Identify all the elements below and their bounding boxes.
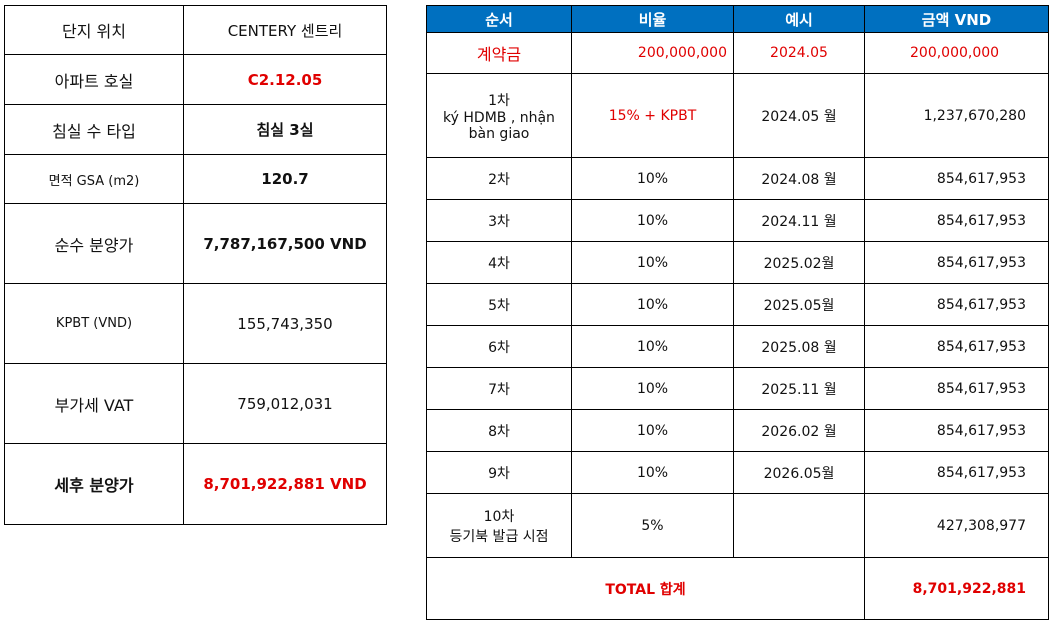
installment-order: 8차 bbox=[426, 409, 572, 452]
table-row: 아파트 호실 C2.12.05 bbox=[4, 54, 387, 105]
installment-expected: 2024.11 월 bbox=[733, 199, 865, 242]
installment-order: 5차 bbox=[426, 283, 572, 326]
deposit-label: 계약금 bbox=[426, 32, 572, 74]
table-row: KPBT (VND) 155,743,350 bbox=[4, 283, 387, 364]
table-row: 1차 ký HDMB , nhận bàn giao 15% + KPBT 20… bbox=[426, 73, 1049, 158]
header-order: 순서 bbox=[426, 5, 572, 33]
installment-order: 7차 bbox=[426, 367, 572, 410]
kpbt-value: 155,743,350 bbox=[183, 283, 387, 364]
complex-location-label: 단지 위치 bbox=[4, 5, 184, 55]
area-value: 120.7 bbox=[183, 154, 387, 204]
installment-amount: 854,617,953 bbox=[864, 409, 1049, 452]
installment-order: 1차 ký HDMB , nhận bàn giao bbox=[426, 73, 572, 158]
vat-label: 부가세 VAT bbox=[4, 363, 184, 444]
installment-expected: 2024.08 월 bbox=[733, 157, 865, 200]
deposit-ratio: 200,000,000 bbox=[571, 32, 734, 74]
property-info-table: 단지 위치 CENTERY 센트리 아파트 호실 C2.12.05 침실 수 타… bbox=[4, 5, 387, 525]
net-price-label: 순수 분양가 bbox=[4, 203, 184, 284]
installment-amount: 854,617,953 bbox=[864, 199, 1049, 242]
table-row: 단지 위치 CENTERY 센트리 bbox=[4, 5, 387, 55]
table-row: 7차 10% 2025.11 월 854,617,953 bbox=[426, 367, 1049, 410]
installment-expected: 2025.11 월 bbox=[733, 367, 865, 410]
installment-ratio: 10% bbox=[571, 157, 734, 200]
deposit-expected: 2024.05 bbox=[733, 32, 865, 74]
installment-amount: 854,617,953 bbox=[864, 451, 1049, 494]
installment-ratio: 10% bbox=[571, 409, 734, 452]
total-label: TOTAL 합계 bbox=[426, 557, 865, 620]
installment-ratio: 10% bbox=[571, 451, 734, 494]
installment-expected: 2026.05월 bbox=[733, 451, 865, 494]
installment-expected: 2024.05 월 bbox=[733, 73, 865, 158]
installment-ratio: 10% bbox=[571, 199, 734, 242]
complex-location-value: CENTERY 센트리 bbox=[183, 5, 387, 55]
net-price-value: 7,787,167,500 VND bbox=[183, 203, 387, 284]
installment-note: ký HDMB , nhận bbox=[443, 109, 555, 126]
table-row: 순수 분양가 7,787,167,500 VND bbox=[4, 203, 387, 284]
table-row: 6차 10% 2025.08 월 854,617,953 bbox=[426, 325, 1049, 368]
area-label: 면적 GSA (m2) bbox=[4, 154, 184, 204]
total-amount: 8,701,922,881 bbox=[864, 557, 1049, 620]
table-row: 5차 10% 2025.05월 854,617,953 bbox=[426, 283, 1049, 326]
installment-ratio: 10% bbox=[571, 367, 734, 410]
installment-ratio: 10% bbox=[571, 241, 734, 284]
installment-ratio: 15% + KPBT bbox=[571, 73, 734, 158]
installment-expected: 2025.08 월 bbox=[733, 325, 865, 368]
total-row: TOTAL 합계 8,701,922,881 bbox=[426, 557, 1049, 620]
after-tax-price-value: 8,701,922,881 VND bbox=[183, 443, 387, 525]
installment-amount: 854,617,953 bbox=[864, 241, 1049, 284]
bedroom-type-value: 침실 3실 bbox=[183, 104, 387, 155]
header-expected: 예시 bbox=[733, 5, 865, 33]
apartment-unit-label: 아파트 호실 bbox=[4, 54, 184, 105]
installment-amount: 854,617,953 bbox=[864, 325, 1049, 368]
installment-order: 3차 bbox=[426, 199, 572, 242]
table-row: 침실 수 타입 침실 3실 bbox=[4, 104, 387, 155]
deposit-row: 계약금 200,000,000 2024.05 200,000,000 bbox=[426, 32, 1049, 74]
installment-expected: 2026.02 월 bbox=[733, 409, 865, 452]
installment-number: 1차 bbox=[488, 92, 510, 109]
installment-ratio: 5% bbox=[571, 493, 734, 558]
installment-number: 10차 bbox=[483, 508, 515, 525]
header-ratio: 비율 bbox=[571, 5, 734, 33]
table-row: 세후 분양가 8,701,922,881 VND bbox=[4, 443, 387, 525]
installment-amount: 854,617,953 bbox=[864, 283, 1049, 326]
installment-expected: 2025.02월 bbox=[733, 241, 865, 284]
table-row: 면적 GSA (m2) 120.7 bbox=[4, 154, 387, 204]
bedroom-type-label: 침실 수 타입 bbox=[4, 104, 184, 155]
installment-ratio: 10% bbox=[571, 283, 734, 326]
installment-order: 6차 bbox=[426, 325, 572, 368]
kpbt-label: KPBT (VND) bbox=[4, 283, 184, 364]
table-row: 부가세 VAT 759,012,031 bbox=[4, 363, 387, 444]
installment-order: 4차 bbox=[426, 241, 572, 284]
table-row: 3차 10% 2024.11 월 854,617,953 bbox=[426, 199, 1049, 242]
table-row: 8차 10% 2026.02 월 854,617,953 bbox=[426, 409, 1049, 452]
payment-schedule-table: 순서 비율 예시 금액 VND 계약금 200,000,000 2024.05 … bbox=[426, 5, 1049, 620]
header-amount: 금액 VND bbox=[864, 5, 1049, 33]
table-row: 9차 10% 2026.05월 854,617,953 bbox=[426, 451, 1049, 494]
after-tax-price-label: 세후 분양가 bbox=[4, 443, 184, 525]
installment-order: 10차 등기북 발급 시점 bbox=[426, 493, 572, 558]
table-row: 2차 10% 2024.08 월 854,617,953 bbox=[426, 157, 1049, 200]
installment-note: 등기북 발급 시점 bbox=[449, 528, 549, 545]
header-row: 순서 비율 예시 금액 VND bbox=[426, 5, 1049, 33]
installment-ratio: 10% bbox=[571, 325, 734, 368]
installment-amount: 854,617,953 bbox=[864, 157, 1049, 200]
vat-value: 759,012,031 bbox=[183, 363, 387, 444]
installment-amount: 427,308,977 bbox=[864, 493, 1049, 558]
installment-order: 2차 bbox=[426, 157, 572, 200]
installment-amount: 854,617,953 bbox=[864, 367, 1049, 410]
deposit-amount: 200,000,000 bbox=[864, 32, 1049, 74]
installment-amount: 1,237,670,280 bbox=[864, 73, 1049, 158]
installment-order: 9차 bbox=[426, 451, 572, 494]
installment-note: bàn giao bbox=[468, 125, 530, 142]
installment-expected: 2025.05월 bbox=[733, 283, 865, 326]
table-row: 4차 10% 2025.02월 854,617,953 bbox=[426, 241, 1049, 284]
apartment-unit-value: C2.12.05 bbox=[183, 54, 387, 105]
installment-expected bbox=[733, 493, 865, 558]
table-row: 10차 등기북 발급 시점 5% 427,308,977 bbox=[426, 493, 1049, 558]
